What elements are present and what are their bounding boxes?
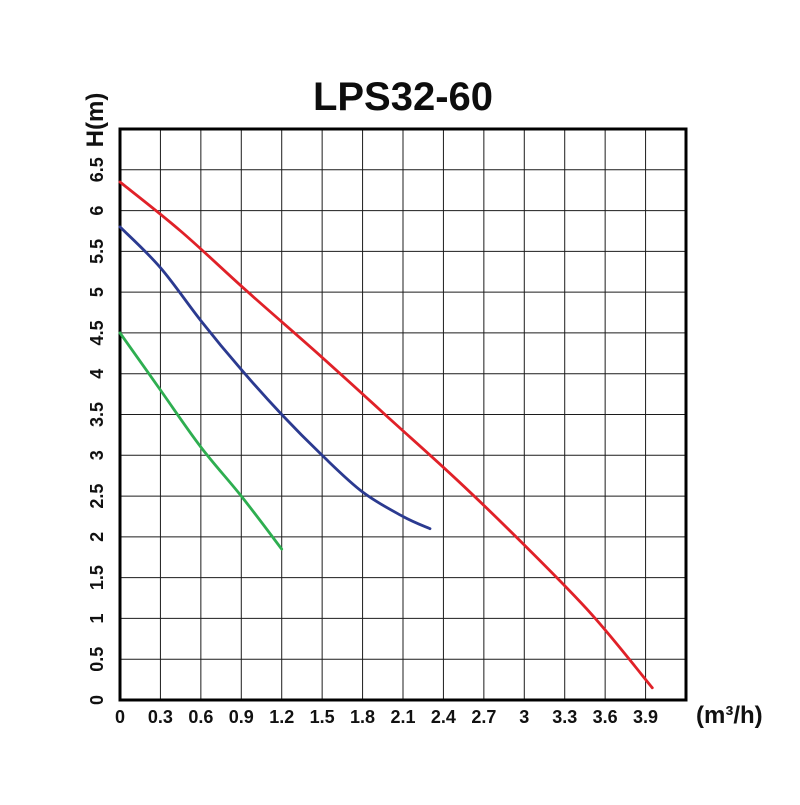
- x-tick-label: 1.5: [310, 707, 335, 727]
- x-tick-label: 3: [519, 707, 529, 727]
- x-tick-label: 1.2: [269, 707, 294, 727]
- y-tick-label: 3: [87, 450, 107, 460]
- y-tick-label: 6.5: [87, 157, 107, 182]
- x-tick-label: 0: [115, 707, 125, 727]
- x-tick-label: 3.3: [552, 707, 577, 727]
- plot-frame: [118, 127, 688, 702]
- x-tick-label: 3.6: [593, 707, 618, 727]
- x-axis-label: (m³/h): [696, 702, 763, 729]
- y-tick-label: 1: [87, 613, 107, 623]
- y-tick-label: 5.5: [87, 239, 107, 264]
- y-tick-labels: 0 0.5 1 1.5 2 2.5 3 3.5 4 4.5 5 5.5 6 6.5: [87, 157, 107, 705]
- curve-blue: [118, 225, 432, 531]
- curve-green: [118, 331, 284, 551]
- x-tick-label: 0.9: [229, 707, 254, 727]
- x-tick-labels: 0 0.3 0.6 0.9 1.2 1.5 1.8 2.1 2.4 2.7 3 3.3 3.6 3.9: [115, 707, 658, 727]
- grid-lines: [120, 129, 686, 700]
- y-tick-label: 1.5: [87, 565, 107, 590]
- x-tick-label: 2.7: [471, 707, 496, 727]
- x-tick-label: 2.4: [431, 707, 456, 727]
- y-tick-label: 0: [87, 695, 107, 705]
- plot-border: [118, 127, 688, 702]
- y-tick-label: 4.5: [87, 320, 107, 345]
- y-tick-label: 4: [87, 369, 107, 379]
- x-tick-label: 2.1: [390, 707, 415, 727]
- y-tick-label: 2.5: [87, 484, 107, 509]
- pump-curves: [118, 180, 654, 690]
- y-tick-label: 2: [87, 532, 107, 542]
- x-tick-label: 0.6: [188, 707, 213, 727]
- chart-title: LPS32-60: [313, 75, 493, 119]
- curve-red: [118, 180, 654, 690]
- x-tick-label: 1.8: [350, 707, 375, 727]
- y-tick-label: 0.5: [87, 647, 107, 672]
- y-tick-label: 5: [87, 287, 107, 297]
- x-tick-label: 0.3: [148, 707, 173, 727]
- y-axis-label: H(m): [82, 93, 109, 148]
- x-tick-label: 3.9: [633, 707, 658, 727]
- y-tick-label: 3.5: [87, 402, 107, 427]
- y-tick-label: 6: [87, 206, 107, 216]
